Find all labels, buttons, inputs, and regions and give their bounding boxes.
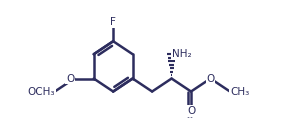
Text: F: F	[110, 17, 116, 27]
Text: O: O	[206, 74, 215, 84]
Text: O: O	[187, 106, 195, 116]
Text: CH₃: CH₃	[230, 86, 249, 97]
Text: NH₂: NH₂	[172, 49, 191, 59]
Text: OCH₃: OCH₃	[27, 86, 55, 97]
Text: O: O	[66, 74, 74, 84]
